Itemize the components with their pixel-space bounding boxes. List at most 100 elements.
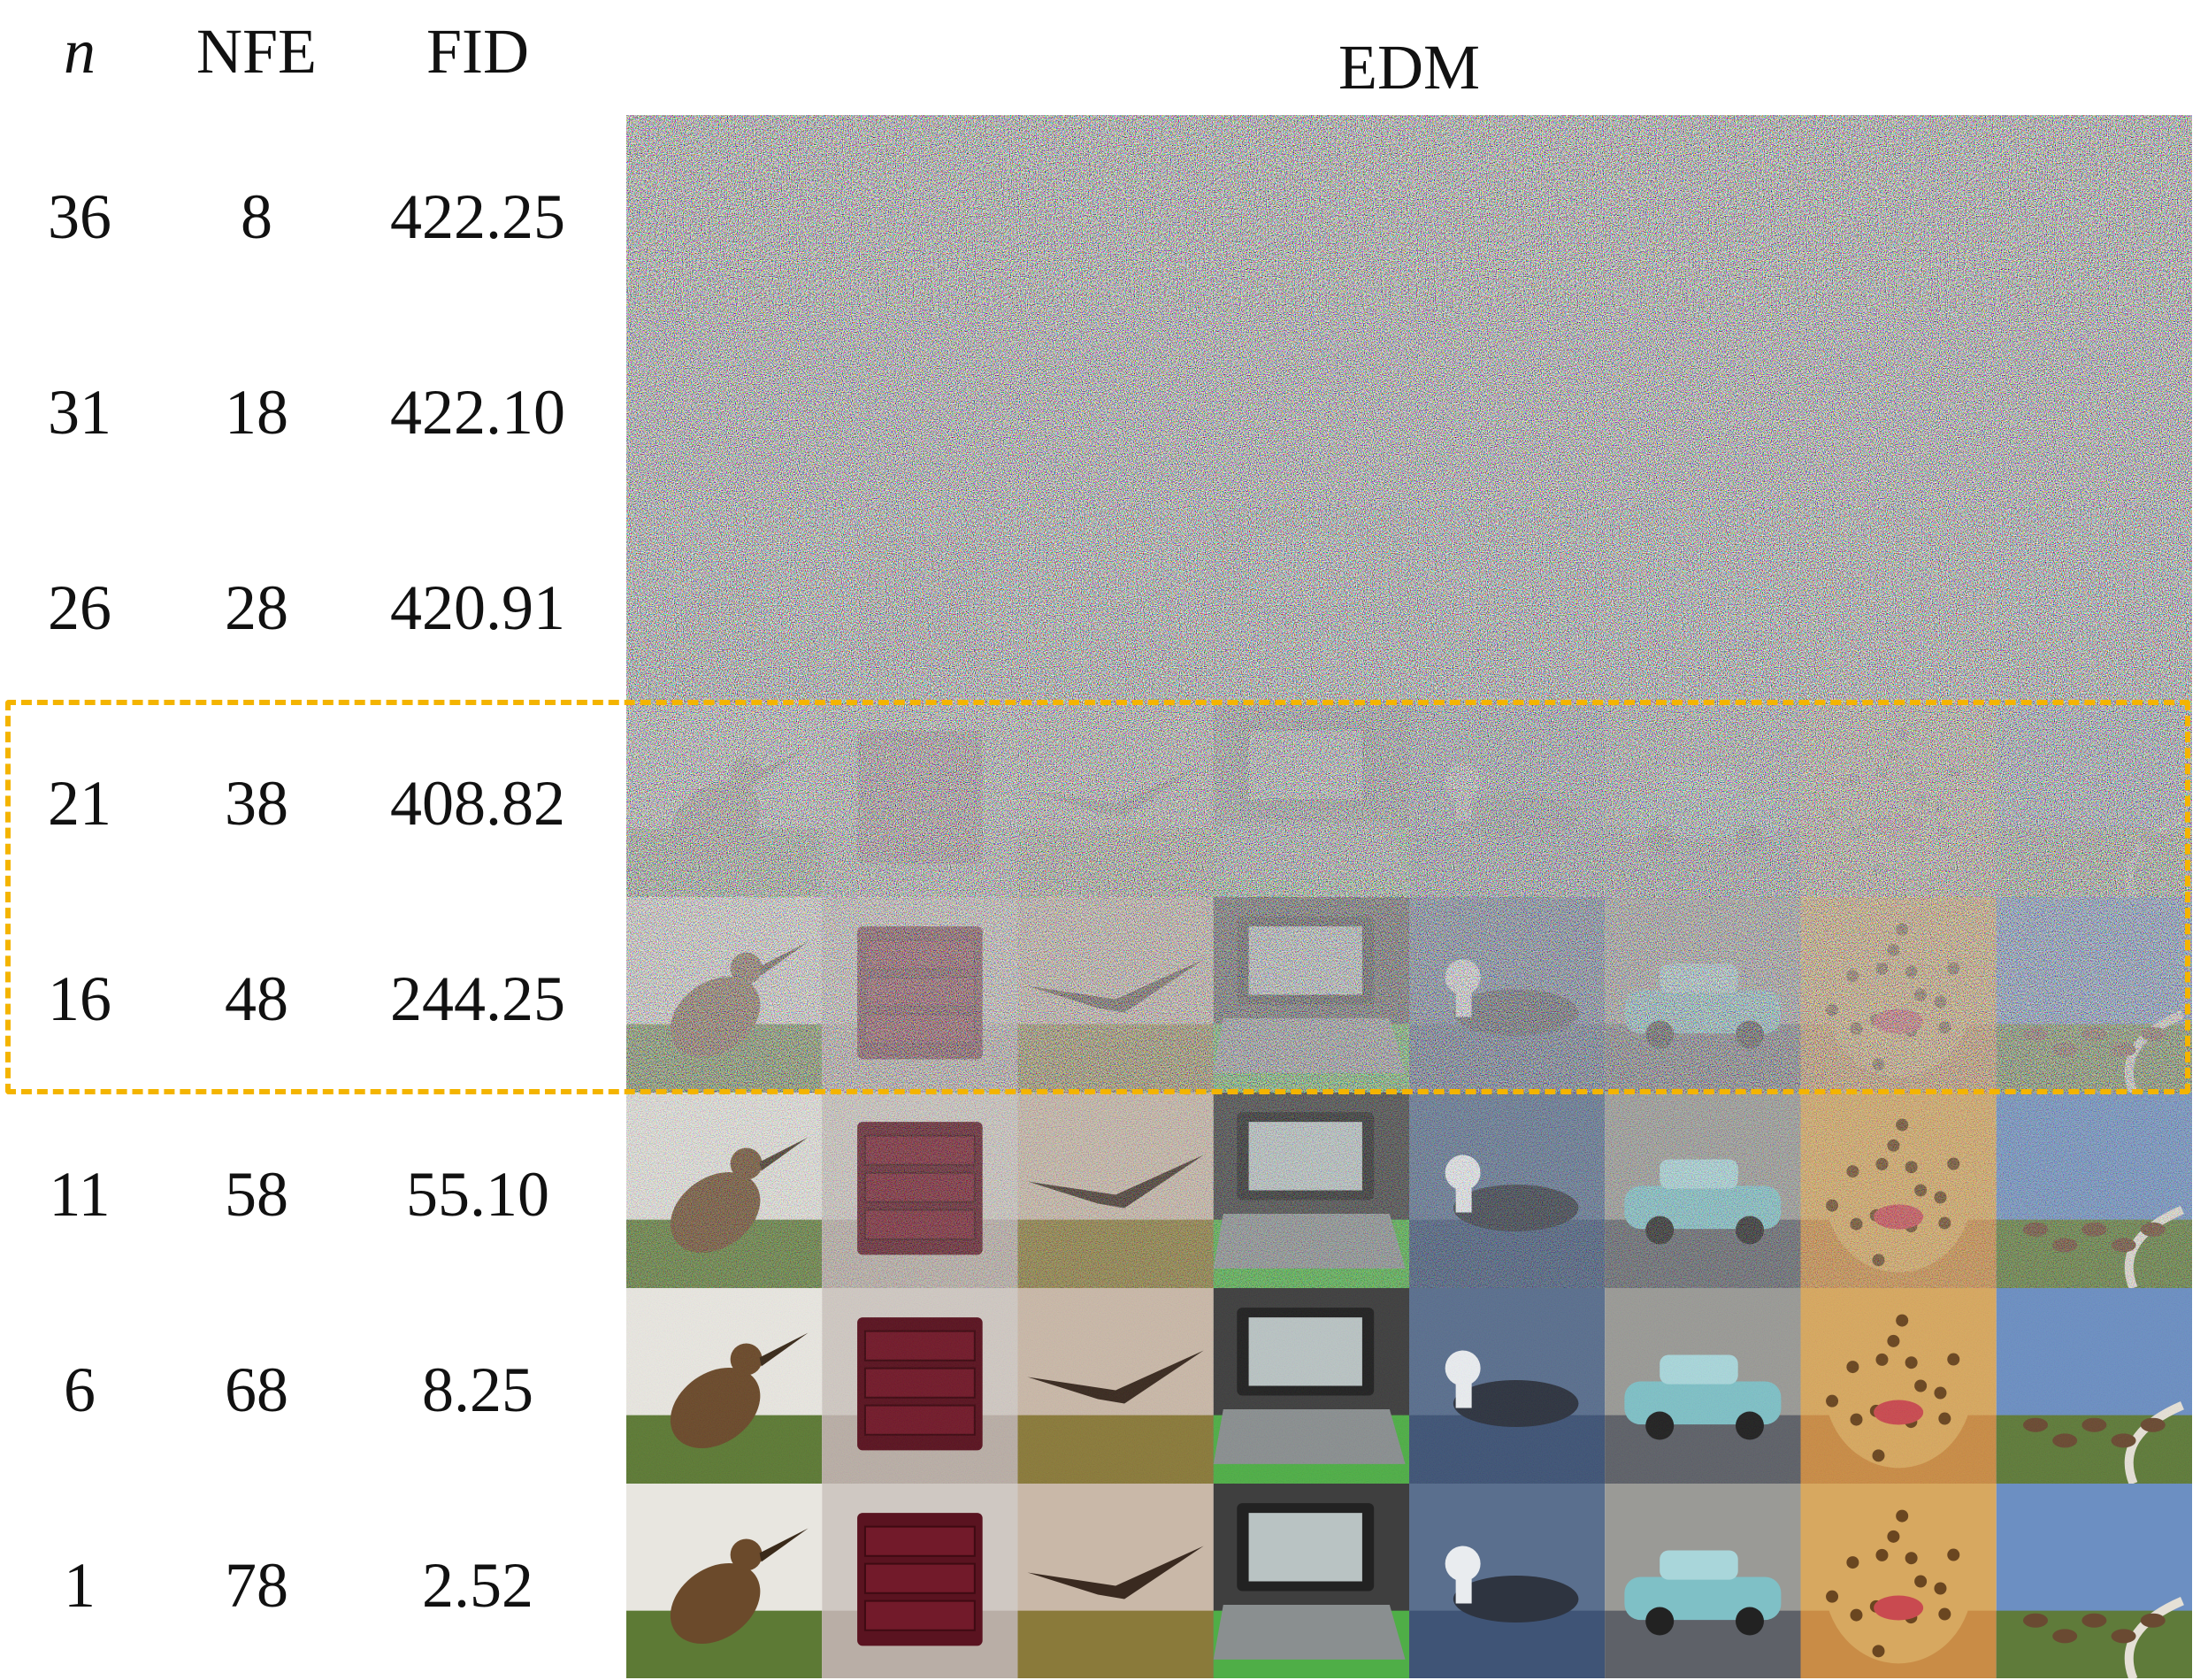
sample-dresser <box>822 115 1018 311</box>
sample-dresser <box>822 702 1018 897</box>
noise-overlay <box>1996 702 2192 897</box>
row-nfe: 78 <box>225 1549 288 1621</box>
noise-overlay <box>1409 702 1606 897</box>
noise-overlay <box>1996 1288 2192 1484</box>
sample-field <box>1996 1484 2192 1678</box>
sample-bird <box>626 1484 823 1678</box>
noise-overlay <box>626 115 823 311</box>
sample-bird <box>626 115 823 311</box>
sample-eagle <box>1017 702 1214 897</box>
sample-laptop <box>1213 1093 1409 1288</box>
noise-overlay <box>1800 506 1997 702</box>
sample-leopard <box>1800 311 1997 506</box>
noise-overlay <box>626 1288 823 1484</box>
noise-overlay <box>1800 702 1997 897</box>
sample-bird <box>626 897 823 1093</box>
noise-overlay <box>1017 1093 1214 1288</box>
sample-dresser <box>822 311 1018 506</box>
sample-car <box>1605 1288 1801 1484</box>
sample-seabird <box>1409 1093 1606 1288</box>
noise-overlay <box>1605 1093 1801 1288</box>
sample-leopard <box>1800 702 1997 897</box>
header-edm: EDM <box>1338 32 1480 103</box>
row-n: 31 <box>48 376 111 448</box>
noise-overlay <box>1409 1093 1606 1288</box>
sample-grid <box>626 115 2192 1678</box>
row-nfe: 58 <box>225 1158 288 1230</box>
row-n: 21 <box>48 767 111 839</box>
noise-overlay <box>1800 311 1997 506</box>
sample-field <box>1996 506 2192 703</box>
sample-grid-svg <box>626 115 2192 1678</box>
noise-overlay <box>1213 506 1409 702</box>
row-fid: 8.25 <box>422 1354 533 1425</box>
noise-overlay <box>1409 506 1606 702</box>
row-n: 16 <box>48 963 111 1034</box>
grid-row <box>626 702 2192 899</box>
noise-overlay <box>1409 115 1606 311</box>
row-fid: 420.91 <box>390 572 565 643</box>
sample-seabird <box>1409 115 1606 311</box>
noise-overlay <box>822 506 1018 702</box>
sample-laptop <box>1213 1288 1409 1484</box>
sample-dresser <box>822 1093 1018 1288</box>
noise-overlay <box>1605 115 1801 311</box>
noise-overlay <box>626 506 823 702</box>
noise-overlay <box>1213 1093 1409 1288</box>
noise-overlay <box>1017 897 1214 1093</box>
header-fid: FID <box>426 16 529 87</box>
noise-overlay <box>822 311 1018 506</box>
noise-overlay <box>822 1093 1018 1288</box>
sample-eagle <box>1017 897 1214 1093</box>
sample-seabird <box>1409 506 1606 702</box>
sample-seabird <box>1409 1288 1606 1484</box>
noise-overlay <box>1017 1288 1214 1484</box>
row-n: 26 <box>48 572 111 643</box>
sample-bird <box>626 311 823 506</box>
noise-overlay <box>1800 1093 1997 1288</box>
sample-car <box>1605 115 1801 311</box>
noise-overlay <box>1409 897 1606 1093</box>
sample-seabird <box>1409 311 1606 506</box>
row-fid: 2.52 <box>422 1549 533 1621</box>
noise-overlay <box>1996 115 2192 311</box>
noise-overlay <box>1996 506 2192 702</box>
sample-field <box>1996 897 2192 1094</box>
noise-overlay <box>1017 115 1214 311</box>
sample-bird <box>626 506 823 702</box>
noise-overlay <box>1996 1093 2192 1288</box>
noise-overlay <box>626 311 823 506</box>
row-fid: 422.10 <box>390 376 565 448</box>
noise-overlay <box>822 1288 1018 1484</box>
sample-eagle <box>1017 506 1214 702</box>
sample-car <box>1605 897 1801 1093</box>
sample-dresser <box>822 897 1018 1093</box>
sample-eagle <box>1017 1484 1214 1678</box>
sample-field <box>1996 702 2192 899</box>
sample-eagle <box>1017 311 1214 506</box>
header-nfe: NFE <box>196 16 318 87</box>
sample-laptop <box>1213 1484 1409 1678</box>
row-n: 6 <box>64 1354 96 1425</box>
sample-seabird <box>1409 702 1606 897</box>
noise-overlay <box>626 897 823 1093</box>
noise-overlay <box>822 115 1018 311</box>
noise-overlay <box>1213 115 1409 311</box>
sample-laptop <box>1213 115 1409 311</box>
sample-dresser <box>822 506 1018 702</box>
header-n: n <box>64 16 96 87</box>
row-n: 36 <box>48 180 111 252</box>
noise-overlay <box>626 702 823 897</box>
highlight-box <box>5 700 2190 1094</box>
sample-field <box>1996 311 2192 506</box>
noise-overlay <box>1605 897 1801 1093</box>
grid-row <box>626 1484 2192 1678</box>
noise-overlay <box>1017 506 1214 702</box>
sample-seabird <box>1409 897 1606 1093</box>
grid-row <box>626 115 2192 311</box>
noise-overlay <box>1213 702 1409 897</box>
noise-overlay <box>1800 1288 1997 1484</box>
row-nfe: 48 <box>225 963 288 1034</box>
sample-laptop <box>1213 311 1409 506</box>
sample-dresser <box>822 1288 1018 1484</box>
